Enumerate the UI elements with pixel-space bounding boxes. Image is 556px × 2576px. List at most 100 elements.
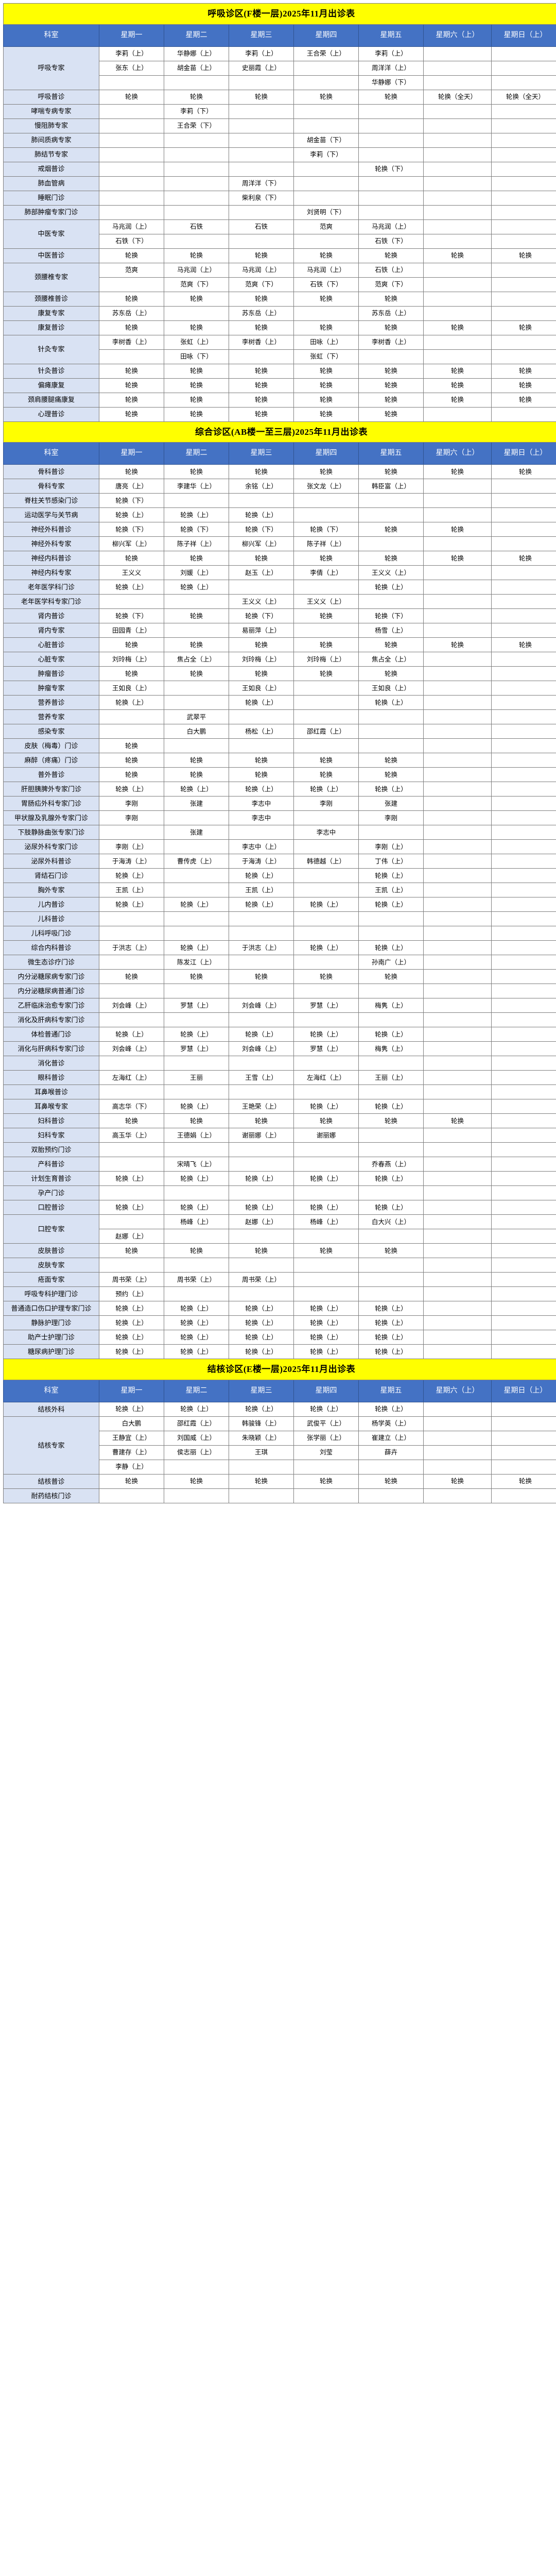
- schedule-cell-empty: [293, 1258, 359, 1273]
- schedule-cell: 于海涛（上）: [99, 854, 164, 869]
- schedule-cell: 轮换: [293, 89, 359, 105]
- schedule-cell: 周洋洋（下）: [229, 176, 294, 191]
- schedule-cell-empty: [99, 594, 164, 609]
- schedule-cell: 轮换: [229, 291, 294, 307]
- schedule-cell: 轮换（下）: [229, 608, 294, 624]
- schedule-cell-empty: [164, 75, 229, 90]
- table-row: 睡眠门诊 柴利泉（下）: [3, 190, 556, 206]
- schedule-cell: 胡金苗（上）: [164, 60, 229, 76]
- department-name: 内分泌糖尿病专家门诊: [3, 969, 99, 985]
- schedule-cell: 李莉（上）: [99, 46, 164, 61]
- schedule-cell: 轮换（上）: [293, 1330, 359, 1345]
- schedule-cell: 李静（上）: [99, 1459, 164, 1475]
- schedule-cell-empty: [423, 1330, 492, 1345]
- column-header-row: 科室 星期一 星期二 星期三 星期四 星期五 星期六（上） 星期日（上）: [3, 1379, 556, 1402]
- schedule-body: 呼吸诊区(F楼一层)2025年11月出诊表 科室 星期一 星期二 星期三 星期四 星期五 星期…: [3, 3, 556, 1503]
- schedule-cell: 轮换: [164, 363, 229, 379]
- schedule-cell-empty: [491, 1229, 556, 1244]
- schedule-cell: 轮换: [229, 363, 294, 379]
- schedule-cell: 轮换: [293, 767, 359, 783]
- schedule-cell: 轮换（上）: [293, 1171, 359, 1187]
- schedule-cell: 马兆润（上）: [229, 262, 294, 278]
- table-row: 内分泌糖尿病专家门诊 轮换 轮换 轮换 轮换 轮换: [3, 969, 556, 985]
- schedule-cell: 轮换: [99, 1113, 164, 1129]
- schedule-cell: 乔春燕（上）: [358, 1157, 424, 1172]
- department-name: 运动医学与关节病: [3, 507, 99, 523]
- schedule-cell-empty: [423, 681, 492, 696]
- schedule-cell-empty: [423, 1171, 492, 1187]
- schedule-cell-empty: [491, 306, 556, 321]
- department-name: 肿瘤普诊: [3, 666, 99, 682]
- table-row: 王静宜（上） 刘国威（上） 朱晓颖（上） 张学丽（上） 崔建立（上）: [4, 1430, 556, 1446]
- schedule-cell: 轮换: [164, 406, 229, 422]
- table-row: 结核专家 白大鹏 邵红霞（上） 韩骏锋（上） 武俊平（上） 杨学英（上）: [3, 1416, 556, 1475]
- schedule-cell: 轮换: [358, 1473, 424, 1489]
- schedule-cell: 于洪志（上）: [99, 940, 164, 956]
- schedule-cell: 轮换: [293, 1473, 359, 1489]
- schedule-cell-empty: [423, 608, 492, 624]
- department-name: 皮肤专家: [3, 1258, 99, 1273]
- schedule-cell: 王艳荣（上）: [229, 1099, 294, 1114]
- schedule-cell: 轮换: [164, 608, 229, 624]
- schedule-cell: 轮换（上）: [229, 868, 294, 884]
- schedule-cell: 赵娜（上）: [99, 1229, 164, 1244]
- schedule-cell: 李莉（上）: [229, 46, 294, 61]
- schedule-cell-empty: [423, 1258, 492, 1273]
- schedule-cell-empty: [164, 1286, 229, 1302]
- schedule-cell: 轮换（上）: [358, 940, 424, 956]
- schedule-cell: 李刚（上）: [99, 839, 164, 855]
- schedule-cell: 轮换: [358, 89, 424, 105]
- schedule-cell-empty: [423, 1070, 492, 1086]
- schedule-cell-empty: [164, 695, 229, 710]
- schedule-cell-empty: [358, 118, 424, 133]
- schedule-cell: 梅隽（上）: [358, 998, 424, 1013]
- table-row: 呼吸普诊 轮换 轮换 轮换 轮换 轮换 轮换（全天） 轮换（全天）: [3, 89, 556, 105]
- schedule-cell-empty: [423, 1301, 492, 1316]
- schedule-cell: 罗慧（上）: [164, 998, 229, 1013]
- schedule-cell-empty: [164, 1258, 229, 1273]
- schedule-cell-empty: [293, 1272, 359, 1287]
- schedule-cell: 轮换: [229, 248, 294, 263]
- schedule-cell: 杨学英（上）: [358, 1416, 424, 1431]
- schedule-cell-empty: [99, 1185, 164, 1201]
- schedule-cell: 轮换（上）: [164, 1315, 229, 1331]
- schedule-cell: 田咏（下）: [164, 349, 229, 364]
- table-row: 戒烟普诊 轮换（下）: [3, 161, 556, 177]
- schedule-cell-empty: [293, 839, 359, 855]
- schedule-cell: 轮换（上）: [358, 1401, 424, 1417]
- schedule-cell: 柴利泉（下）: [229, 190, 294, 206]
- schedule-cell: 轮换: [229, 1473, 294, 1489]
- department-name: 戒烟普诊: [3, 161, 99, 177]
- schedule-cell-empty: [491, 666, 556, 682]
- schedule-cell-empty: [99, 132, 164, 148]
- schedule-cell: 韩德越（上）: [293, 854, 359, 869]
- schedule-cell: 刘国威（上）: [164, 1430, 229, 1446]
- department-name: 呼吸专家: [3, 46, 99, 90]
- schedule-cell-empty: [99, 277, 164, 292]
- schedule-cell-empty: [491, 104, 556, 119]
- schedule-cell: 轮换: [293, 378, 359, 393]
- schedule-cell: 轮换（上）: [293, 1344, 359, 1360]
- schedule-cell-empty: [423, 1128, 492, 1143]
- schedule-cell: 周书荣（上）: [229, 1272, 294, 1287]
- schedule-cell-empty: [491, 940, 556, 956]
- department-name: 针灸专家: [3, 334, 99, 364]
- schedule-cell-empty: [164, 738, 229, 754]
- schedule-cell-empty: [99, 1012, 164, 1028]
- schedule-cell: 轮换: [164, 464, 229, 480]
- schedule-cell-empty: [491, 262, 556, 278]
- table-row: 麻醉（疼痛）门诊 轮换 轮换 轮换 轮换 轮换: [3, 753, 556, 768]
- header-department: 科室: [3, 1379, 99, 1402]
- schedule-cell: 轮换（上）: [99, 1301, 164, 1316]
- schedule-cell-empty: [423, 782, 492, 797]
- schedule-cell-empty: [358, 147, 424, 162]
- department-name: 老年医学科专家门诊: [3, 594, 99, 609]
- schedule-cell: 王琪: [229, 1445, 294, 1460]
- schedule-cell-empty: [491, 1056, 556, 1071]
- schedule-cell-empty: [491, 1401, 556, 1417]
- schedule-cell-empty: [99, 161, 164, 177]
- schedule-cell: 杨峰（上）: [164, 1214, 229, 1230]
- table-row: 耳鼻喉普诊: [3, 1084, 556, 1100]
- schedule-cell: 轮换（上）: [99, 695, 164, 710]
- schedule-cell: 轮换: [423, 320, 492, 335]
